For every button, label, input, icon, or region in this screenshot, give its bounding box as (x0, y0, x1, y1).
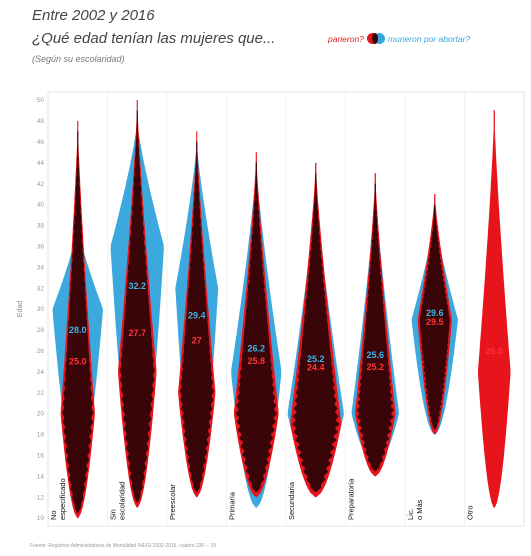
y-tick-label: 42 (37, 181, 45, 188)
y-axis-label: Edad (17, 301, 24, 317)
category-label: Preparatoria (347, 478, 356, 520)
legend-blue-dot (373, 33, 385, 44)
y-tick-label: 46 (37, 139, 45, 146)
births-median-label: 25.0 (69, 356, 87, 366)
births-violin-core (61, 131, 94, 513)
legend-births-label: parieron? (328, 33, 364, 44)
deaths-median-label: 28.0 (69, 325, 87, 335)
y-tick-label: 22 (37, 390, 45, 397)
y-tick-label: 38 (37, 223, 45, 230)
y-tick-label: 20 (37, 411, 45, 418)
category-label: Lic. (406, 508, 415, 520)
category-label: escolaridad (118, 482, 127, 520)
births-violin-core (356, 183, 394, 471)
y-tick-label: 40 (37, 202, 45, 209)
legend: parieron? murieron por abortar? (328, 33, 470, 44)
births-median-label: 24.4 (307, 363, 325, 373)
legend-deaths-label: murieron por abortar? (387, 33, 471, 44)
category-label: Otro (466, 505, 475, 520)
deaths-median-label: 32.2 (128, 281, 146, 291)
births-median-label: 25.2 (366, 362, 384, 372)
category-label: No (49, 510, 58, 520)
y-tick-label: 18 (37, 432, 45, 439)
y-tick-label: 10 (37, 515, 45, 522)
deaths-median-label: 29.4 (188, 310, 206, 320)
y-tick-label: 44 (37, 160, 45, 167)
births-violin-core (419, 204, 450, 430)
legend-swatch (366, 33, 385, 44)
births-median-label: 29.5 (426, 317, 444, 327)
births-violin-core (291, 173, 340, 492)
deaths-median-label: 29.6 (426, 308, 444, 318)
chart-title-line-1: Entre 2002 y 2016 (32, 7, 155, 24)
y-tick-label: 14 (37, 473, 45, 480)
category-label: especificado (58, 478, 67, 520)
births-median-label: 26.0 (485, 346, 503, 356)
y-tick-label: 16 (37, 453, 45, 460)
legend-dark-dot (371, 33, 378, 44)
y-tick-label: 32 (37, 285, 45, 292)
deaths-median-label: 25.6 (366, 350, 384, 360)
chart-title-line-2: ¿Qué edad tenían las mujeres que... (32, 30, 276, 47)
y-tick-label: 28 (37, 327, 45, 334)
births-violin-core (235, 162, 278, 492)
y-tick-label: 30 (37, 306, 45, 313)
births-median-label: 25.8 (247, 356, 265, 366)
y-tick-label: 50 (37, 97, 45, 104)
deaths-median-label: 25.2 (307, 354, 325, 364)
y-tick-label: 24 (37, 369, 45, 376)
births-violin (478, 110, 511, 508)
deaths-median-label: 26.2 (247, 344, 265, 354)
y-tick-label: 36 (37, 244, 45, 251)
births-median-label: 27.7 (128, 328, 146, 338)
y-tick-label: 12 (37, 494, 45, 501)
y-tick-label: 34 (37, 264, 45, 271)
chart-subtitle: (Según su escolaridad) (32, 54, 125, 64)
source-note: Fuente: Registros Administrativos de Mor… (30, 543, 216, 549)
category-label: Secundaria (287, 481, 296, 520)
y-tick-label: 26 (37, 348, 45, 355)
births-median-label: 27 (192, 335, 202, 345)
category-label: Primaria (228, 491, 237, 520)
births-violin-core (119, 110, 155, 503)
category-label: Sin (109, 509, 118, 520)
y-tick-label: 48 (37, 118, 45, 125)
births-violin-core (179, 141, 214, 492)
category-label: o Más (415, 499, 424, 520)
category-label: Preescolar (168, 484, 177, 520)
